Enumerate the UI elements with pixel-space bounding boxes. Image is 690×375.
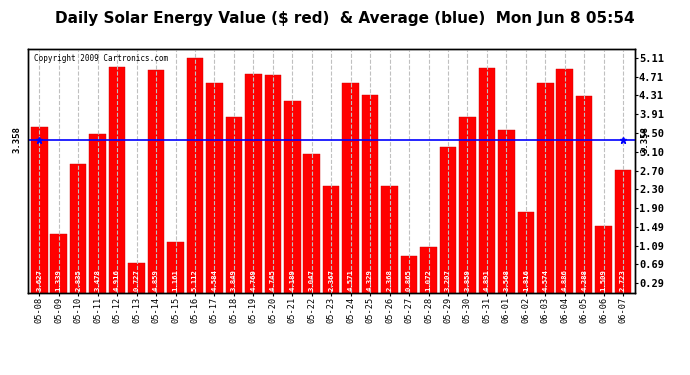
Bar bbox=[284, 101, 301, 297]
Bar bbox=[498, 130, 515, 297]
Bar bbox=[440, 147, 456, 297]
Text: 3.047: 3.047 bbox=[308, 269, 315, 291]
Text: 4.329: 4.329 bbox=[367, 269, 373, 291]
Text: 3.358: 3.358 bbox=[12, 126, 22, 153]
Text: 1.509: 1.509 bbox=[601, 269, 607, 291]
Bar bbox=[576, 96, 593, 297]
Bar bbox=[31, 128, 48, 297]
Bar bbox=[537, 83, 553, 297]
Bar bbox=[264, 75, 281, 297]
Bar bbox=[187, 58, 204, 297]
Text: 1.161: 1.161 bbox=[172, 269, 179, 291]
Text: 4.769: 4.769 bbox=[250, 269, 257, 291]
Bar bbox=[615, 170, 631, 297]
Text: 5.112: 5.112 bbox=[192, 269, 198, 291]
Text: 4.571: 4.571 bbox=[348, 269, 354, 291]
Bar bbox=[206, 82, 223, 297]
Text: 1.816: 1.816 bbox=[523, 269, 529, 291]
Text: 4.859: 4.859 bbox=[153, 269, 159, 291]
Text: 4.288: 4.288 bbox=[581, 269, 587, 291]
Text: 3.568: 3.568 bbox=[503, 269, 509, 291]
Text: 1.072: 1.072 bbox=[426, 269, 431, 291]
Bar bbox=[479, 68, 495, 297]
Bar bbox=[109, 67, 126, 297]
Text: 3.859: 3.859 bbox=[464, 269, 471, 291]
Text: 4.584: 4.584 bbox=[211, 269, 217, 291]
Text: 4.574: 4.574 bbox=[542, 269, 549, 291]
Text: 2.835: 2.835 bbox=[75, 269, 81, 291]
Text: 4.891: 4.891 bbox=[484, 269, 490, 291]
Text: 3.849: 3.849 bbox=[231, 269, 237, 291]
Bar bbox=[362, 94, 378, 297]
Bar bbox=[518, 212, 534, 297]
Bar bbox=[342, 83, 359, 297]
Bar bbox=[595, 226, 612, 297]
Text: 2.368: 2.368 bbox=[386, 269, 393, 291]
Bar bbox=[70, 164, 86, 297]
Bar bbox=[382, 186, 398, 297]
Text: 3.478: 3.478 bbox=[95, 269, 101, 291]
Text: 4.745: 4.745 bbox=[270, 269, 276, 291]
Text: 1.339: 1.339 bbox=[56, 269, 61, 291]
Text: 4.916: 4.916 bbox=[114, 269, 120, 291]
Text: 4.189: 4.189 bbox=[289, 269, 295, 291]
Text: 0.865: 0.865 bbox=[406, 269, 412, 291]
Text: 3.358: 3.358 bbox=[641, 126, 650, 153]
Bar bbox=[167, 243, 184, 297]
Bar bbox=[556, 69, 573, 297]
Text: 3.627: 3.627 bbox=[37, 269, 42, 291]
Text: 2.723: 2.723 bbox=[620, 269, 626, 291]
Text: 0.727: 0.727 bbox=[134, 269, 139, 291]
Text: 4.886: 4.886 bbox=[562, 269, 568, 291]
Text: Daily Solar Energy Value ($ red)  & Average (blue)  Mon Jun 8 05:54: Daily Solar Energy Value ($ red) & Avera… bbox=[55, 11, 635, 26]
Bar bbox=[226, 117, 242, 297]
Bar bbox=[148, 70, 164, 297]
Bar bbox=[304, 154, 320, 297]
Bar bbox=[401, 256, 417, 297]
Bar bbox=[245, 74, 262, 297]
Bar bbox=[90, 134, 106, 297]
Bar bbox=[420, 247, 437, 297]
Text: 2.367: 2.367 bbox=[328, 269, 334, 291]
Bar bbox=[459, 117, 475, 297]
Bar bbox=[323, 186, 339, 297]
Text: 3.207: 3.207 bbox=[445, 269, 451, 291]
Text: Copyright 2009 Cartronics.com: Copyright 2009 Cartronics.com bbox=[34, 54, 168, 63]
Bar bbox=[128, 263, 145, 297]
Bar bbox=[50, 234, 67, 297]
